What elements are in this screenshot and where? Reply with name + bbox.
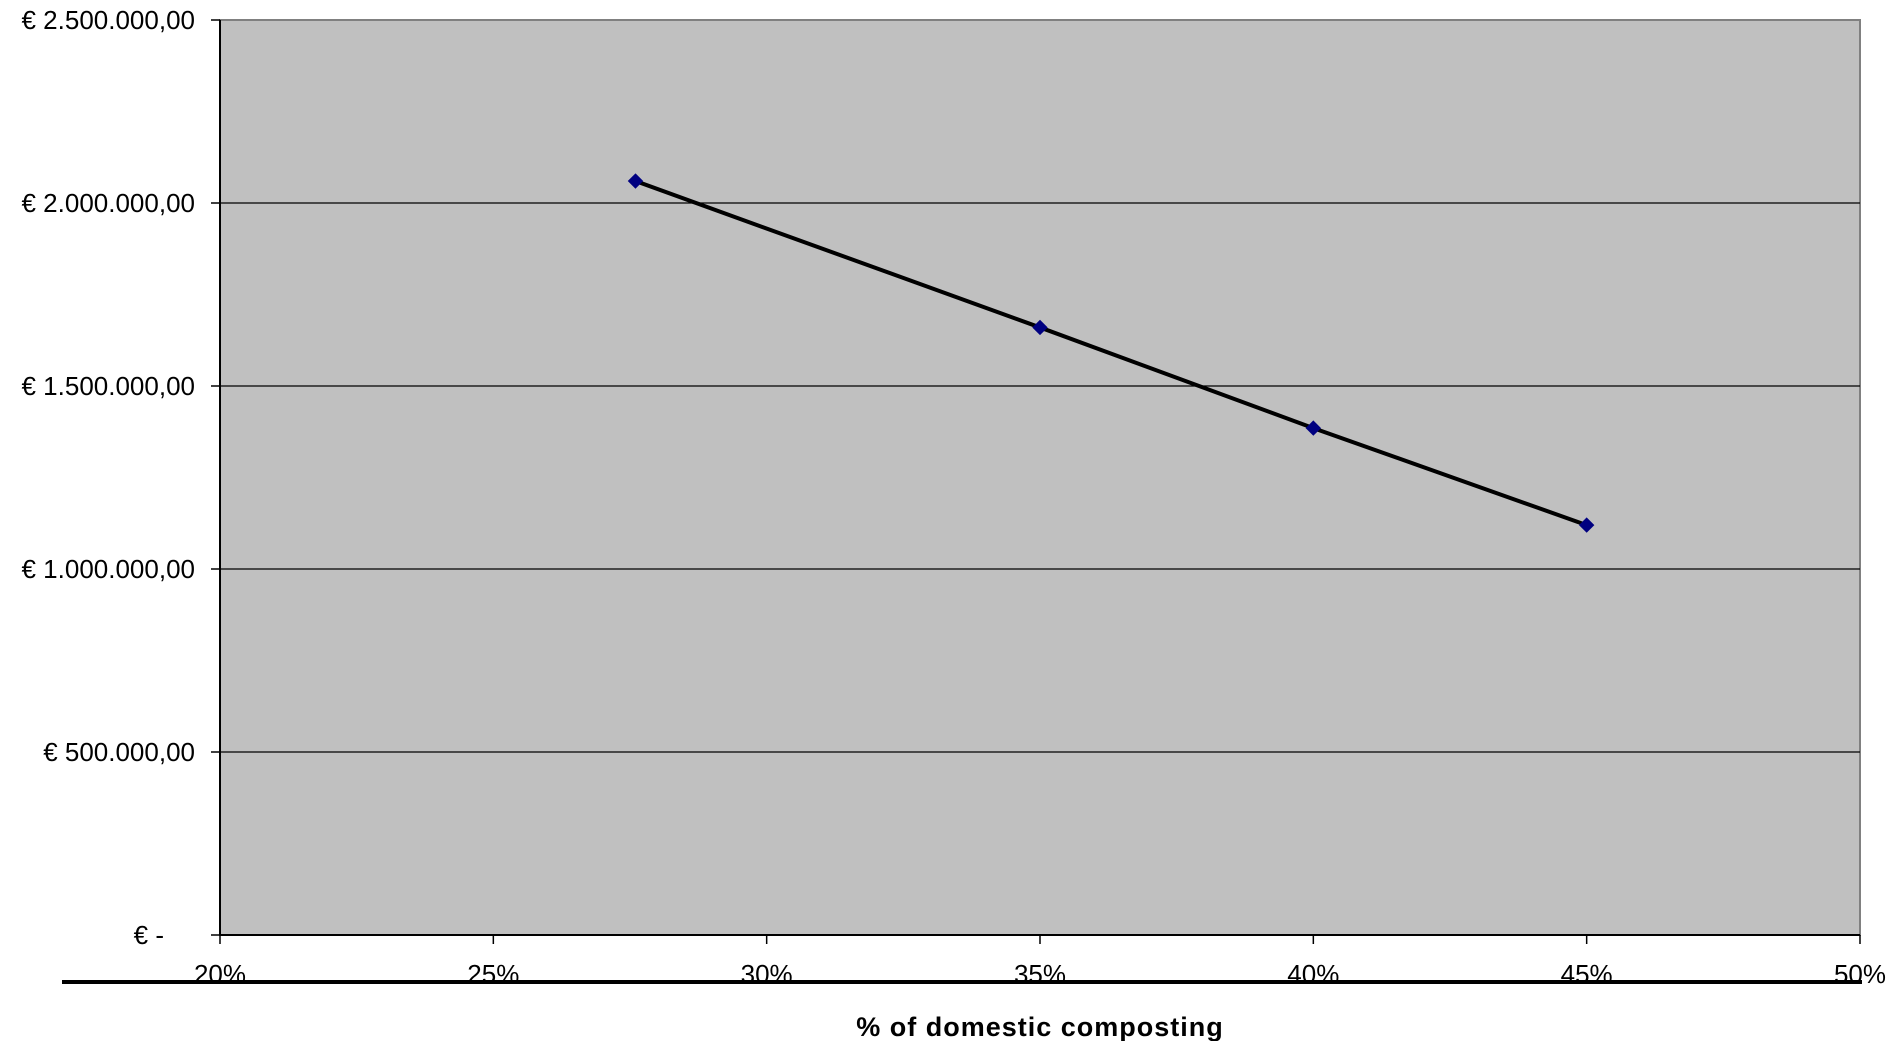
- x-tick-label: 45%: [1561, 959, 1613, 989]
- data-point-marker: [1578, 517, 1595, 533]
- axes: [211, 19, 1861, 944]
- y-tick-label: € 1.000.000,00: [22, 554, 196, 584]
- x-tick-label: 50%: [1834, 959, 1886, 989]
- data-series: [627, 173, 1595, 533]
- series-line: [634, 179, 1588, 527]
- data-point-marker: [1032, 319, 1048, 336]
- x-tick-label: 20%: [194, 959, 246, 989]
- y-tick-label: € 500.000,00: [43, 737, 195, 767]
- x-axis-title: % of domestic composting: [856, 1012, 1224, 1041]
- gridlines: [220, 202, 1860, 753]
- x-tick-label: 30%: [741, 959, 793, 989]
- plot-area: [219, 19, 1861, 936]
- y-tick-label: € 2.500.000,00: [22, 5, 196, 35]
- x-tick-label: 35%: [1014, 959, 1066, 989]
- y-tick-labels: € - € 500.000,00 € 1.000.000,00 € 1.500.000…: [22, 5, 196, 950]
- data-point-marker: [627, 173, 644, 189]
- y-tick-label: € -: [134, 920, 164, 950]
- x-tick-label: 40%: [1287, 959, 1339, 989]
- data-point-marker: [1305, 420, 1322, 436]
- y-tick-label: € 1.500.000,00: [22, 371, 196, 401]
- y-tick-label: € 2.000.000,00: [22, 188, 196, 218]
- x-tick-labels: 20% 25% 30% 35% 40% 45% 50%: [194, 959, 1886, 989]
- x-tick-label: 25%: [467, 959, 519, 989]
